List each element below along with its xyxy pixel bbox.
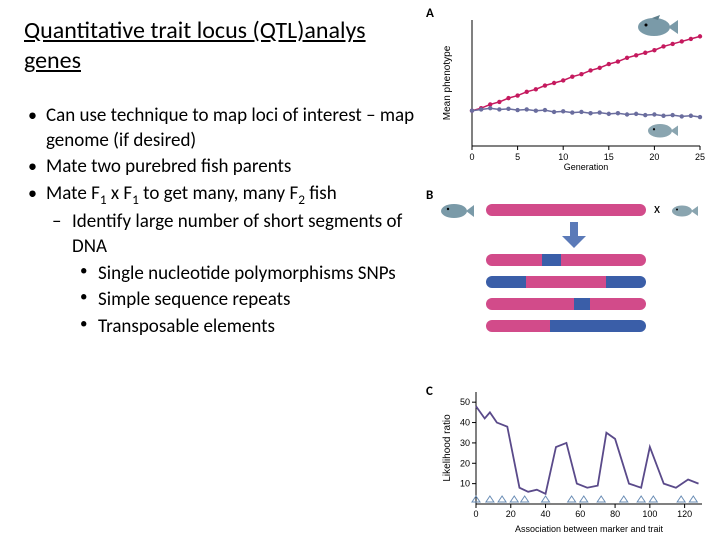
- fish-icon-large: [634, 14, 674, 38]
- bullet-3: Mate F1 x F1 to get many, many F2 fish I…: [24, 182, 416, 340]
- bullet-list: Can use technique to map loci of interes…: [24, 104, 416, 340]
- svg-text:40: 40: [541, 509, 551, 519]
- svg-text:20: 20: [649, 152, 659, 162]
- svg-text:20: 20: [506, 509, 516, 519]
- svg-text:120: 120: [677, 509, 692, 519]
- subsub-1: Single nucleotide polymorphisms SNPs: [72, 262, 416, 287]
- svg-text:Association between marker and: Association between marker and trait: [515, 524, 664, 534]
- svg-text:60: 60: [575, 509, 585, 519]
- bullet-2: Mate two purebred fish parents: [24, 155, 416, 180]
- page-title: Quantitative trait locus (QTL)analys gen…: [24, 16, 416, 76]
- subsub-2: Simple sequence repeats: [72, 288, 416, 313]
- svg-text:0: 0: [469, 152, 474, 162]
- svg-text:Generation: Generation: [564, 162, 609, 172]
- svg-text:10: 10: [558, 152, 568, 162]
- fish-icon-small: [645, 121, 675, 139]
- svg-text:30: 30: [460, 438, 470, 448]
- svg-text:5: 5: [515, 152, 520, 162]
- subbullet-1: Identify large number of short segments …: [46, 210, 416, 339]
- panel-b-label: B: [426, 188, 433, 203]
- svg-text:50: 50: [460, 397, 470, 407]
- panel-a-label: A: [426, 6, 434, 21]
- svg-text:40: 40: [460, 418, 470, 428]
- panel-b-diagram: x: [444, 200, 704, 370]
- svg-text:100: 100: [642, 509, 657, 519]
- svg-text:25: 25: [695, 152, 705, 162]
- panel-c-label: C: [426, 384, 433, 399]
- svg-text:Likelihood ratio: Likelihood ratio: [442, 414, 453, 482]
- svg-text:15: 15: [604, 152, 614, 162]
- svg-text:0: 0: [473, 509, 478, 519]
- svg-text:Mean phenotype: Mean phenotype: [442, 45, 453, 120]
- svg-text:80: 80: [610, 509, 620, 519]
- bullet-1: Can use technique to map loci of interes…: [24, 104, 416, 153]
- svg-text:10: 10: [460, 479, 470, 489]
- panel-c-chart: 10 20 30 40 50 0 20 40 60 80 100 120 Likelihood rati…: [438, 386, 708, 534]
- svg-text:20: 20: [460, 458, 470, 468]
- subsub-3: Transposable elements: [72, 315, 416, 340]
